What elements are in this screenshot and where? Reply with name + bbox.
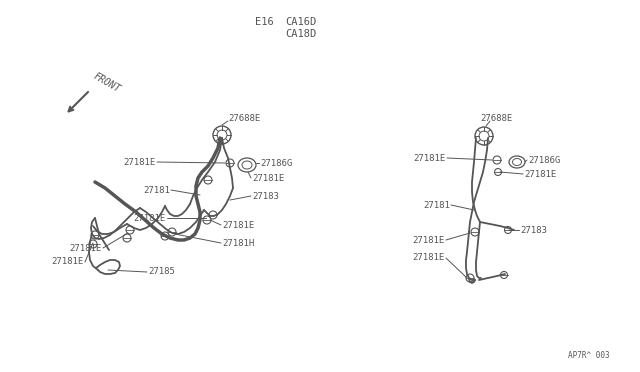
Text: 27185: 27185 <box>148 267 175 276</box>
Text: 27181E: 27181E <box>222 221 254 230</box>
Text: 27181E: 27181E <box>252 173 284 183</box>
Text: 27181H: 27181H <box>222 238 254 247</box>
Text: 27181: 27181 <box>143 186 170 195</box>
Text: 27181E: 27181E <box>413 253 445 263</box>
Text: 27688E: 27688E <box>228 113 260 122</box>
Text: 27183: 27183 <box>252 192 279 201</box>
Text: 27183: 27183 <box>520 225 547 234</box>
Text: 27186G: 27186G <box>528 155 560 164</box>
Text: 27181E: 27181E <box>124 157 156 167</box>
Text: 27186G: 27186G <box>260 158 292 167</box>
Text: E16: E16 <box>255 17 274 27</box>
Text: CA16D: CA16D <box>285 17 316 27</box>
Text: 27181E: 27181E <box>413 235 445 244</box>
Text: CA18D: CA18D <box>285 29 316 39</box>
Text: 27181E: 27181E <box>70 244 102 253</box>
Text: FRONT: FRONT <box>92 71 122 94</box>
Text: 27181E: 27181E <box>413 154 446 163</box>
Text: 27181E: 27181E <box>52 257 84 266</box>
Text: 27181: 27181 <box>423 201 450 209</box>
Text: 27181E: 27181E <box>524 170 556 179</box>
Text: 27688E: 27688E <box>480 113 512 122</box>
Text: AP7R^ 003: AP7R^ 003 <box>568 350 610 359</box>
Text: 27181E: 27181E <box>134 214 166 222</box>
